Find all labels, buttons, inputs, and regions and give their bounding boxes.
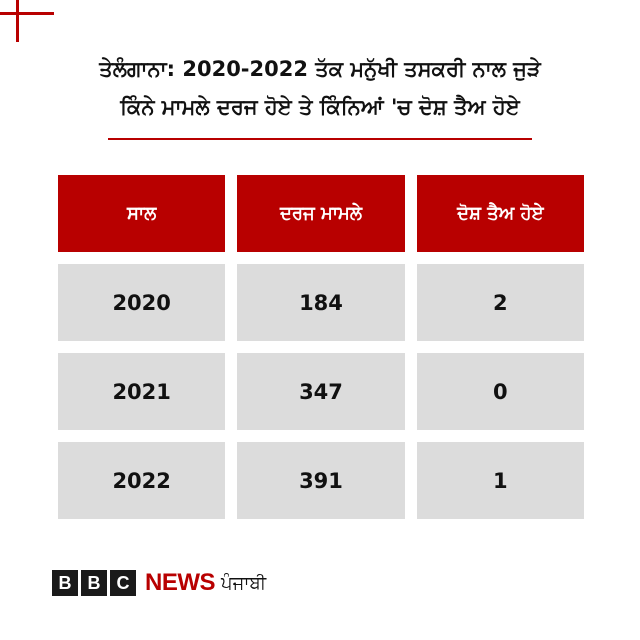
corner-accent-horizontal: [0, 12, 54, 15]
table-row: 2022 391 1: [58, 442, 584, 519]
title-divider: [108, 138, 532, 140]
header-year: ਸਾਲ: [58, 175, 226, 252]
cell-cases: 184: [237, 264, 405, 341]
news-wordmark: NEWS: [145, 569, 216, 596]
cell-convictions: 0: [416, 353, 584, 430]
page-title: ਤੇਲੰਗਾਨਾ: 2020-2022 ਤੱਕ ਮਨੁੱਖੀ ਤਸਕਰੀ ਨਾਲ…: [40, 50, 600, 126]
cell-convictions: 2: [416, 264, 584, 341]
bbc-logo-letter-b1: B: [52, 570, 78, 596]
bbc-logo-letter-c: C: [110, 570, 136, 596]
header-cases-registered: ਦਰਜ ਮਾਮਲੇ: [237, 175, 405, 252]
cell-cases: 391: [237, 442, 405, 519]
data-table: ਸਾਲ ਦਰਜ ਮਾਮਲੇ ਦੋਸ਼ ਤੈਅ ਹੋਏ 2020 184 2 20…: [58, 175, 584, 531]
bbc-news-punjabi-logo: B B C NEWS ਪੰਜਾਬੀ: [52, 569, 266, 597]
language-label: ਪੰਜਾਬੀ: [221, 572, 267, 594]
cell-cases: 347: [237, 353, 405, 430]
corner-accent-vertical: [16, 0, 19, 42]
table-row: 2021 347 0: [58, 353, 584, 430]
header-convictions: ਦੋਸ਼ ਤੈਅ ਹੋਏ: [416, 175, 584, 252]
cell-convictions: 1: [416, 442, 584, 519]
table-header-row: ਸਾਲ ਦਰਜ ਮਾਮਲੇ ਦੋਸ਼ ਤੈਅ ਹੋਏ: [58, 175, 584, 252]
cell-year: 2022: [58, 442, 226, 519]
title-line-1: ਤੇਲੰਗਾਨਾ: 2020-2022 ਤੱਕ ਮਨੁੱਖੀ ਤਸਕਰੀ ਨਾਲ…: [99, 57, 541, 81]
bbc-logo-letter-b2: B: [81, 570, 107, 596]
cell-year: 2020: [58, 264, 226, 341]
cell-year: 2021: [58, 353, 226, 430]
table-row: 2020 184 2: [58, 264, 584, 341]
title-line-2: ਕਿੰਨੇ ਮਾਮਲੇ ਦਰਜ ਹੋਏ ਤੇ ਕਿੰਨਿਆਂ 'ਚ ਦੋਸ਼ ਤ…: [120, 95, 520, 119]
